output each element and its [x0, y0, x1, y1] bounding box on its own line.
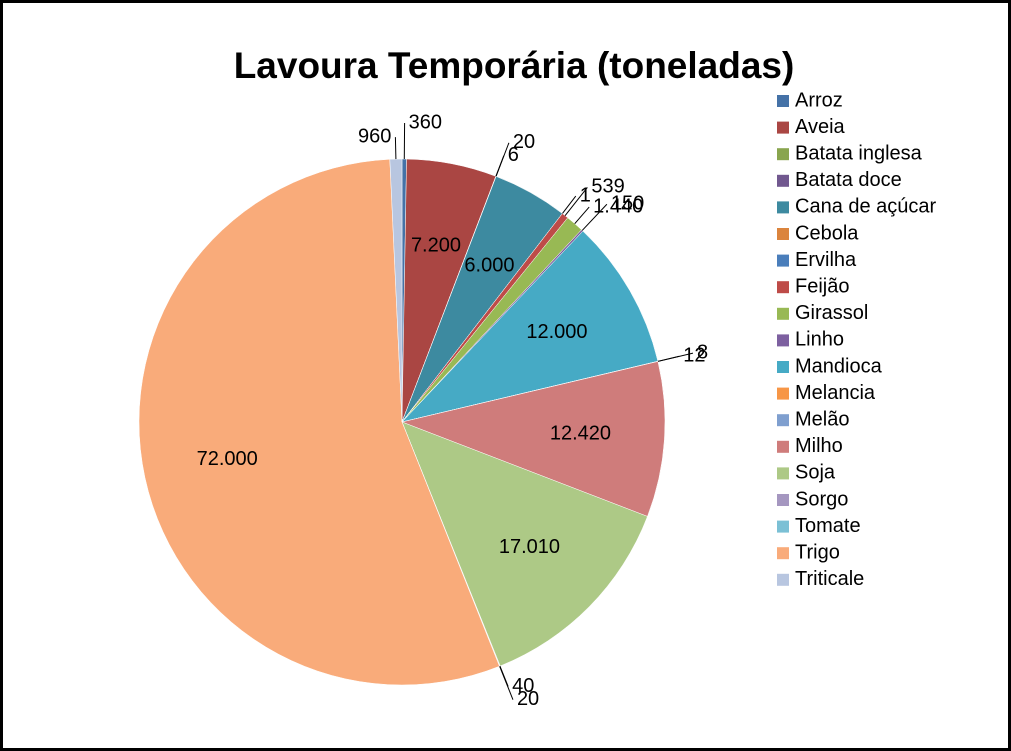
legend-label: Linho	[795, 329, 844, 351]
legend-swatch	[777, 281, 789, 294]
pie-slice	[138, 159, 500, 686]
data-label: 7.200	[411, 235, 461, 257]
legend-swatch	[777, 148, 789, 161]
data-label: 40	[512, 675, 534, 697]
pie-slice	[401, 421, 648, 667]
legend-swatch	[777, 228, 789, 240]
legend-label: Feijão	[795, 275, 849, 297]
leader-line	[581, 203, 608, 231]
pie-slice	[401, 361, 666, 517]
data-label: 8	[697, 341, 708, 363]
legend-label: Mandioca	[795, 355, 883, 377]
legend-label: Sorgo	[795, 488, 848, 510]
legend-swatch	[777, 174, 789, 187]
legend-swatch	[777, 95, 789, 107]
legend-swatch	[777, 121, 789, 134]
pie-slice	[401, 230, 659, 423]
data-label: 539	[591, 176, 624, 198]
data-label: 360	[409, 111, 442, 133]
legend-swatch	[777, 573, 789, 586]
legend-label: Triticale	[795, 568, 864, 590]
data-label: 20	[517, 688, 539, 710]
data-label: 17.010	[499, 536, 560, 558]
legend-swatch	[777, 307, 789, 320]
legend-swatch	[777, 547, 789, 560]
legend-swatch	[777, 254, 789, 267]
legend-label: Tomate	[795, 515, 861, 537]
legend-label: Melancia	[795, 382, 876, 404]
data-label: 1.440	[593, 195, 643, 217]
legend-swatch	[777, 440, 789, 453]
legend-label: Ervilha	[795, 249, 857, 271]
legend-label: Girassol	[795, 302, 868, 324]
legend-swatch	[777, 520, 789, 533]
legend-swatch	[777, 361, 789, 373]
data-label: 12.420	[550, 422, 611, 444]
leader-line	[564, 187, 588, 216]
data-label: 12.000	[526, 321, 587, 343]
data-label: 1	[580, 184, 591, 206]
legend-label: Arroz	[795, 89, 843, 111]
legend-label: Batata inglesa	[795, 142, 923, 164]
chart-title: Lavoura Temporária (toneladas)	[234, 45, 795, 86]
legend-swatch	[777, 467, 789, 480]
leader-line	[495, 142, 510, 177]
legend-label: Aveia	[795, 116, 846, 138]
data-label: 12	[683, 345, 705, 367]
legend-label: Cebola	[795, 222, 859, 244]
leader-line	[394, 137, 397, 160]
legend-swatch	[777, 201, 789, 214]
data-label: 72.000	[197, 448, 258, 470]
data-label: 150	[611, 193, 644, 215]
data-label: 20	[513, 131, 535, 153]
legend-swatch	[777, 494, 789, 506]
legend-swatch	[777, 334, 789, 347]
legend-swatch	[777, 414, 789, 427]
legend-label: Trigo	[795, 541, 840, 563]
leader-line	[657, 352, 694, 362]
leader-line	[574, 206, 590, 225]
leader-line	[499, 666, 514, 700]
legend-swatch	[777, 387, 789, 400]
legend-label: Melão	[795, 408, 849, 430]
data-label: 6.000	[464, 254, 514, 276]
data-label: 6	[508, 144, 519, 166]
legend-label: Milho	[795, 435, 843, 457]
legend-label: Soja	[795, 462, 836, 484]
data-label: 960	[358, 125, 391, 147]
legend-label: Cana de açúcar	[795, 196, 937, 218]
leader-line	[561, 195, 577, 214]
legend-label: Batata doce	[795, 169, 902, 191]
